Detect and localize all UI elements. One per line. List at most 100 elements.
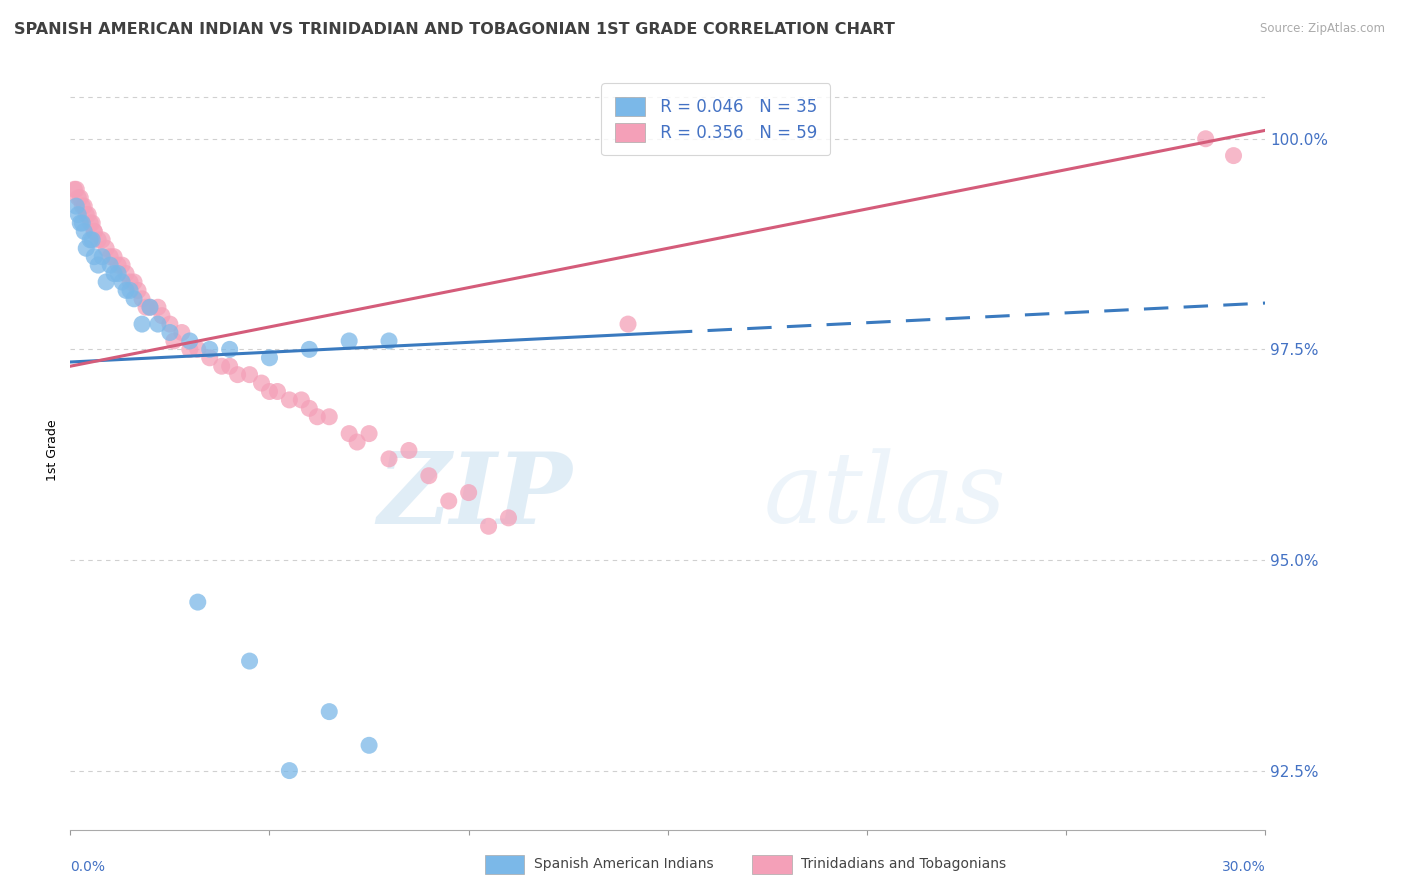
Text: Trinidadians and Tobagonians: Trinidadians and Tobagonians <box>801 857 1007 871</box>
Point <box>107 267 129 281</box>
Point <box>278 392 301 407</box>
Point <box>73 224 96 238</box>
Point <box>139 300 162 314</box>
Point <box>75 241 97 255</box>
Text: 30.0%: 30.0% <box>1222 860 1265 874</box>
Point <box>75 208 97 222</box>
Point <box>82 216 104 230</box>
Point <box>98 258 121 272</box>
Point <box>98 250 121 264</box>
Point <box>318 409 340 424</box>
Point <box>120 284 141 298</box>
Point <box>87 233 110 247</box>
Text: Spanish American Indians: Spanish American Indians <box>534 857 714 871</box>
Point <box>337 334 360 348</box>
Point <box>107 258 129 272</box>
Point <box>1195 132 1218 146</box>
Point <box>218 343 240 357</box>
Point <box>250 376 273 390</box>
Point <box>418 468 440 483</box>
Point <box>120 275 141 289</box>
Point <box>146 317 169 331</box>
Point <box>63 182 86 196</box>
Point <box>259 384 281 399</box>
Point <box>298 401 321 416</box>
Text: ZIP: ZIP <box>377 448 572 544</box>
Point <box>91 250 114 264</box>
Point <box>87 258 110 272</box>
Point <box>69 191 91 205</box>
Point <box>498 511 520 525</box>
Point <box>82 233 104 247</box>
Point <box>96 275 118 289</box>
Point <box>290 392 312 407</box>
Point <box>77 208 100 222</box>
Point <box>437 494 460 508</box>
Point <box>398 443 420 458</box>
Point <box>1222 148 1244 162</box>
Point <box>83 224 105 238</box>
Y-axis label: 1st Grade: 1st Grade <box>46 419 59 482</box>
Point <box>131 317 153 331</box>
Point <box>239 368 262 382</box>
Point <box>67 208 90 222</box>
Point <box>122 275 145 289</box>
Point <box>179 334 201 348</box>
Point <box>278 764 301 778</box>
Point <box>170 326 193 340</box>
Point <box>96 241 118 255</box>
Point <box>457 485 479 500</box>
Point <box>318 705 340 719</box>
Point <box>103 267 125 281</box>
Point <box>65 182 87 196</box>
Point <box>83 250 105 264</box>
Point <box>122 292 145 306</box>
Point <box>378 334 401 348</box>
Point <box>163 334 186 348</box>
Point <box>226 368 249 382</box>
Point <box>103 250 125 264</box>
Point <box>135 300 157 314</box>
Point <box>298 343 321 357</box>
Point <box>131 292 153 306</box>
Point <box>378 451 401 466</box>
Point <box>359 426 381 441</box>
Point <box>150 309 173 323</box>
Point <box>91 233 114 247</box>
Point <box>127 284 149 298</box>
Point <box>65 199 87 213</box>
Point <box>79 216 101 230</box>
Point <box>159 326 181 340</box>
Point <box>146 300 169 314</box>
Point <box>337 426 360 441</box>
Point <box>70 216 93 230</box>
Point <box>67 191 90 205</box>
Point <box>239 654 262 668</box>
Point <box>198 351 221 365</box>
Text: SPANISH AMERICAN INDIAN VS TRINIDADIAN AND TOBAGONIAN 1ST GRADE CORRELATION CHAR: SPANISH AMERICAN INDIAN VS TRINIDADIAN A… <box>14 22 896 37</box>
Point <box>139 300 162 314</box>
Point <box>211 359 233 374</box>
Point <box>259 351 281 365</box>
Text: atlas: atlas <box>763 449 1007 543</box>
Point <box>115 267 138 281</box>
Point <box>346 435 368 450</box>
Point <box>159 317 181 331</box>
Point <box>187 343 209 357</box>
Point <box>198 343 221 357</box>
Text: 0.0%: 0.0% <box>70 860 105 874</box>
Point <box>218 359 240 374</box>
Text: Source: ZipAtlas.com: Source: ZipAtlas.com <box>1260 22 1385 36</box>
Point <box>70 199 93 213</box>
Point <box>307 409 329 424</box>
Point <box>73 199 96 213</box>
Point <box>111 275 134 289</box>
Point <box>266 384 288 399</box>
Point <box>115 284 138 298</box>
Point <box>111 258 134 272</box>
Point <box>179 343 201 357</box>
Point <box>79 233 101 247</box>
Point <box>617 317 640 331</box>
Point <box>359 739 381 753</box>
Point <box>83 224 105 238</box>
